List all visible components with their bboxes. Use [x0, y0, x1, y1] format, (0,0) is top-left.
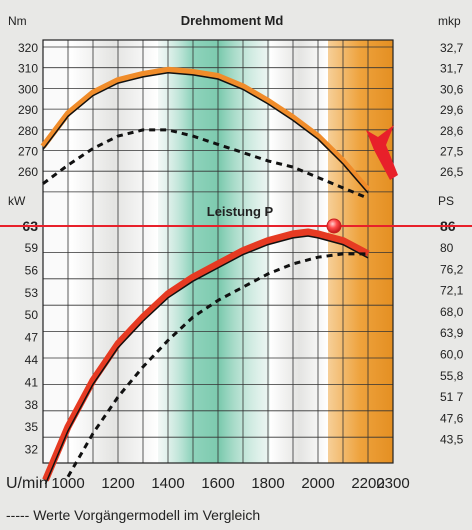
x-tick-1200: 1200 — [101, 475, 134, 492]
right-power-tick-4: 68,0 — [440, 305, 464, 319]
torque-curve — [40, 66, 371, 192]
right-power-tick-2: 76,2 — [440, 262, 464, 276]
right-power-tick-6: 60,0 — [440, 348, 464, 362]
right-power-tick-3: 72,1 — [440, 284, 464, 298]
right-torque-tick-6: 26,5 — [440, 165, 464, 179]
left-torque-ticks: 320 310 300 290 280 270 260 — [18, 41, 38, 179]
right-torque-tick-3: 29,6 — [440, 103, 464, 117]
left-power-tick-8: 38 — [25, 398, 39, 412]
x-tick-1800: 1800 — [251, 475, 284, 492]
right-torque-tick-0: 32,7 — [440, 41, 464, 55]
left-torque-tick-3: 290 — [18, 103, 38, 117]
right-torque-tick-5: 27,5 — [440, 145, 464, 159]
torque-curve-shadow — [42, 72, 369, 194]
power-previous-curve — [66, 252, 368, 478]
footnote: ----- Werte Vorgängermodell im Vergleich — [6, 507, 260, 523]
left-power-tick-6: 44 — [25, 353, 39, 367]
x-axis-label: U/min — [6, 475, 48, 492]
left-torque-tick-0: 320 — [18, 41, 38, 55]
left-torque-tick-1: 310 — [18, 62, 38, 76]
x-tick-1000: 1000 — [51, 475, 84, 492]
left-power-tick-1: 59 — [25, 241, 39, 255]
curves — [40, 66, 371, 485]
left-torque-tick-5: 270 — [18, 145, 38, 159]
chart-title: Drehmoment Md — [181, 13, 284, 28]
power-curve — [42, 228, 370, 482]
torque-previous-curve — [42, 128, 369, 200]
x-tick-2300: 2300 — [376, 475, 409, 492]
left-torque-unit: Nm — [8, 14, 27, 28]
right-power-tick-7: 55,8 — [440, 369, 464, 383]
grey-band-mid — [270, 40, 328, 463]
right-torque-unit: mkp — [438, 14, 461, 28]
up-arrow-icon — [366, 125, 398, 180]
x-tick-2200: 2200 — [351, 475, 384, 492]
power-subtitle: Leistung P — [207, 204, 274, 219]
left-power-tick-5: 47 — [25, 331, 39, 345]
right-power-tick-10: 43,5 — [440, 433, 464, 447]
right-power-unit: PS — [438, 194, 454, 208]
left-torque-tick-4: 280 — [18, 124, 38, 138]
plot-frame — [42, 39, 394, 464]
right-torque-tick-4: 28,6 — [440, 124, 464, 138]
grid-lines — [43, 40, 393, 463]
right-torque-ticks: 32,7 31,7 30,6 29,6 28,6 27,5 26,5 — [440, 41, 464, 179]
left-power-tick-4: 50 — [25, 308, 39, 322]
right-power-tick-5: 63,9 — [440, 326, 464, 340]
right-power-tick-8: 51 7 — [440, 390, 464, 404]
left-power-tick-9: 35 — [25, 420, 39, 434]
left-power-unit: kW — [8, 194, 26, 208]
green-band — [158, 40, 270, 463]
right-torque-tick-2: 30,6 — [440, 82, 464, 96]
x-tick-2000: 2000 — [301, 475, 334, 492]
x-tick-1400: 1400 — [151, 475, 184, 492]
power-curve-shadow — [44, 235, 369, 485]
right-power-tick-9: 47,6 — [440, 411, 464, 425]
left-power-tick-10: 32 — [25, 443, 39, 457]
right-torque-tick-1: 31,7 — [440, 62, 464, 76]
left-power-tick-3: 53 — [25, 286, 39, 300]
left-torque-tick-2: 300 — [18, 82, 38, 96]
left-torque-tick-6: 260 — [18, 165, 38, 179]
right-power-tick-1: 80 — [440, 241, 454, 255]
x-tick-1600: 1600 — [201, 475, 234, 492]
max-power-marker — [326, 218, 342, 234]
left-power-tick-2: 56 — [25, 263, 39, 277]
left-power-tick-7: 41 — [25, 375, 39, 389]
